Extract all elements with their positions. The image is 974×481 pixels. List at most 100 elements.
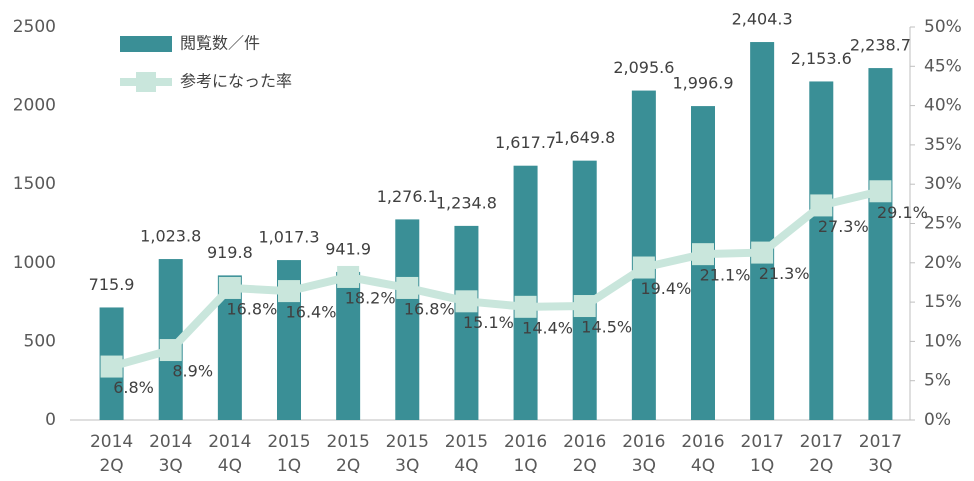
- y2-tick-label: 5%: [924, 371, 951, 391]
- x-tick-line: 2015: [267, 432, 310, 452]
- line-value-label: 18.2%: [345, 288, 396, 307]
- line-marker: [218, 276, 241, 299]
- x-tick-line: 1Q: [277, 456, 301, 476]
- line-marker: [573, 295, 596, 318]
- line-value-label: 6.8%: [113, 378, 154, 397]
- x-tick-line: 2016: [681, 432, 724, 452]
- y-tick-label: 1000: [13, 253, 56, 273]
- line-value-label: 21.1%: [700, 266, 751, 285]
- x-tick-line: 4Q: [691, 456, 715, 476]
- x-tick-line: 2Q: [573, 456, 597, 476]
- x-tick-line: 2016: [563, 432, 606, 452]
- bar-value-label: 1,234.8: [436, 193, 497, 212]
- line-value-label: 8.9%: [172, 362, 213, 381]
- x-tick-line: 2014: [208, 432, 251, 452]
- x-tick-label: 2015 2Q: [327, 432, 370, 476]
- x-tick-line: 2015: [327, 432, 370, 452]
- x-tick-label: 2017 2Q: [800, 432, 843, 476]
- line-marker: [632, 256, 655, 279]
- line-value-label: 16.8%: [404, 299, 455, 318]
- x-tick-line: 1Q: [513, 456, 537, 476]
- y2-tick-label: 40%: [924, 96, 962, 116]
- y-tick-label: 500: [24, 331, 56, 351]
- bar-value-label: 1,617.7: [495, 133, 556, 152]
- y2-tick-label: 0%: [924, 410, 951, 430]
- x-tick-label: 2017 1Q: [741, 432, 784, 476]
- x-tick-line: 3Q: [868, 456, 892, 476]
- y-tick-label: 1500: [13, 174, 56, 194]
- x-tick-line: 2Q: [336, 456, 360, 476]
- line-marker: [396, 276, 419, 299]
- line-value-label: 16.4%: [286, 303, 337, 322]
- bar: [513, 165, 538, 420]
- x-tick-label: 2016 1Q: [504, 432, 547, 476]
- x-tick-label: 2015 3Q: [386, 432, 429, 476]
- line-marker: [278, 280, 300, 303]
- bar: [868, 68, 893, 421]
- x-tick-line: 2015: [386, 432, 429, 452]
- line-value-label: 27.3%: [818, 217, 869, 236]
- x-tick-label: 2015 1Q: [267, 432, 310, 476]
- x-tick-line: 3Q: [395, 456, 419, 476]
- bar: [750, 42, 775, 421]
- x-tick-line: 2016: [622, 432, 665, 452]
- bar-value-label: 715.9: [89, 275, 135, 294]
- line-value-label: 14.4%: [522, 318, 573, 337]
- y2-tick-label: 30%: [924, 174, 962, 194]
- x-tick-line: 2014: [149, 432, 192, 452]
- line-value-label: 19.4%: [640, 279, 691, 298]
- x-tick-label: 2014 4Q: [208, 432, 251, 476]
- bar-value-label: 1,276.1: [377, 187, 438, 206]
- legend-swatch: [120, 36, 172, 52]
- x-tick-label: 2014 2Q: [90, 432, 133, 476]
- x-tick-line: 2015: [445, 432, 488, 452]
- x-tick-line: 4Q: [218, 456, 242, 476]
- x-tick-line: 2017: [800, 432, 843, 452]
- bar: [454, 225, 479, 420]
- y-tick-label: 2500: [13, 17, 56, 37]
- y-tick-label: 2000: [13, 96, 56, 116]
- x-tick-line: 3Q: [632, 456, 656, 476]
- y2-tick-label: 50%: [924, 17, 962, 37]
- bar: [631, 90, 656, 420]
- bar-value-label: 2,153.6: [791, 49, 852, 68]
- x-tick-label: 2016 3Q: [622, 432, 665, 476]
- line-marker: [810, 194, 833, 217]
- line-value-label: 21.3%: [759, 264, 810, 283]
- bar-value-label: 2,095.6: [613, 58, 674, 77]
- x-tick-label: 2017 3Q: [859, 432, 902, 476]
- y2-tick-label: 10%: [924, 331, 962, 351]
- bar: [395, 219, 420, 420]
- bar: [809, 81, 834, 421]
- x-tick-label: 2015 4Q: [445, 432, 488, 476]
- bar-value-label: 2,238.7: [850, 36, 911, 55]
- line-marker: [514, 295, 537, 318]
- x-tick-line: 2017: [859, 432, 902, 452]
- line-value-label: 14.5%: [581, 318, 632, 337]
- line-marker: [100, 355, 123, 378]
- x-tick-line: 2Q: [809, 456, 833, 476]
- line-marker: [869, 180, 892, 203]
- bar-value-label: 1,017.3: [258, 228, 319, 247]
- x-tick-label: 2014 3Q: [149, 432, 192, 476]
- x-tick-line: 2014: [90, 432, 133, 452]
- line-marker: [337, 265, 360, 288]
- bar: [336, 271, 361, 420]
- y2-tick-label: 15%: [924, 292, 962, 312]
- line-marker: [455, 290, 478, 313]
- line-value-label: 16.8%: [226, 299, 277, 318]
- y2-tick-label: 25%: [924, 214, 962, 234]
- y2-tick-label: 35%: [924, 135, 962, 155]
- y2-tick-label: 45%: [924, 56, 962, 76]
- x-tick-line: 2Q: [99, 456, 123, 476]
- legend-label: 閲覧数／件: [180, 34, 260, 53]
- x-tick-label: 2016 4Q: [681, 432, 724, 476]
- line-marker: [692, 243, 714, 266]
- line-marker: [159, 339, 182, 362]
- x-tick-line: 3Q: [159, 456, 183, 476]
- legend-label: 参考になった率: [180, 72, 292, 91]
- bar-value-label: 1,996.9: [672, 74, 733, 93]
- x-tick-line: 2017: [741, 432, 784, 452]
- bar-value-label: 919.8: [207, 243, 253, 262]
